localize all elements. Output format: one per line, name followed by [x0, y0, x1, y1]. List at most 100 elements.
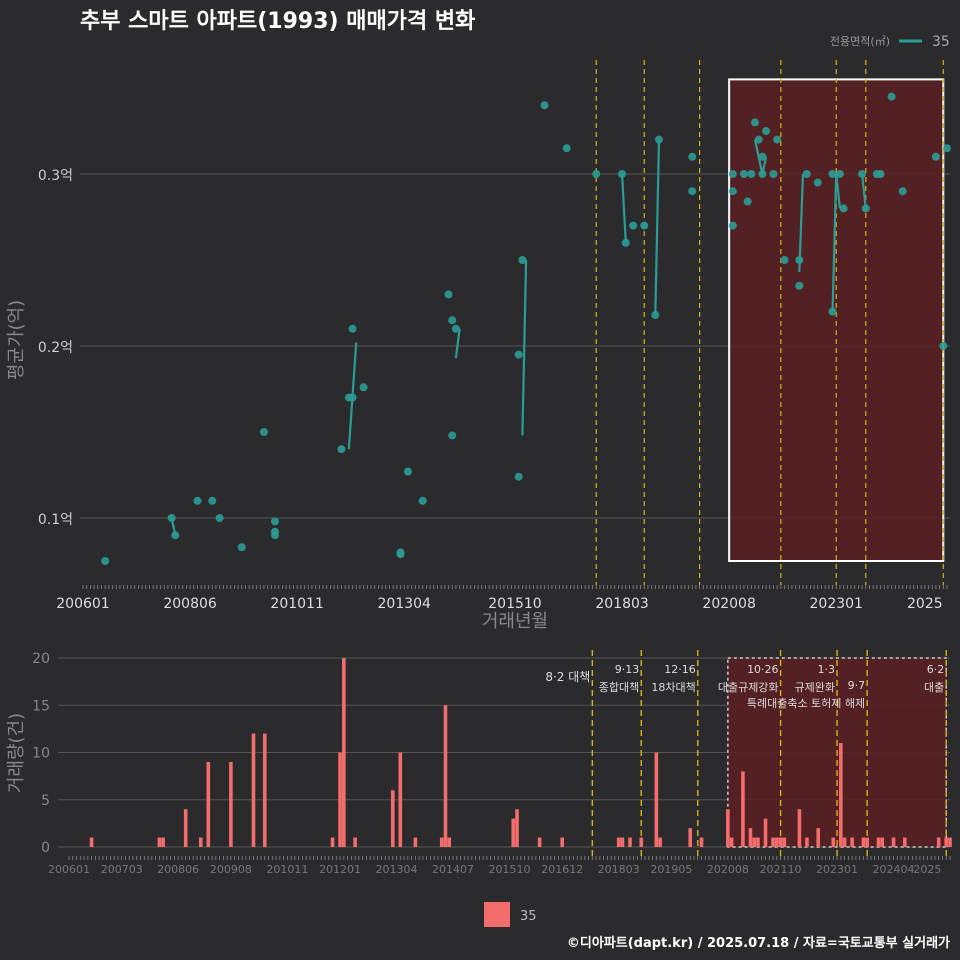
price-point: [828, 307, 837, 316]
price-x-tick-label: 200601: [56, 596, 109, 612]
price-point: [514, 472, 523, 481]
price-point: [739, 170, 748, 178]
volume-x-tick-label: 201407: [432, 863, 474, 876]
volume-bar: [763, 818, 768, 847]
price-point: [215, 514, 224, 522]
volume-x-tick-label: 202008: [707, 863, 749, 876]
volume-bar: [771, 837, 775, 847]
volume-bar: [850, 837, 854, 847]
volume-bar: [805, 837, 809, 847]
volume-bar: [748, 828, 753, 847]
volume-bar: [443, 705, 448, 847]
volume-bar: [620, 837, 625, 847]
volume-x-tick-label: 202404: [873, 863, 915, 876]
volume-bar: [775, 837, 779, 847]
volume-bar: [338, 752, 342, 847]
volume-bar: [161, 837, 165, 847]
price-point: [795, 281, 804, 290]
volume-x-tick-label: 201905: [650, 863, 692, 876]
volume-x-tick-label: 201612: [541, 863, 583, 876]
volume-bar: [797, 809, 802, 847]
price-point: [813, 178, 822, 187]
price-point: [101, 557, 110, 565]
chart-title: 추부 스마트 아파트(1993) 매매가격 변화: [80, 9, 475, 34]
price-point: [939, 342, 948, 350]
price-point: [773, 135, 782, 144]
policy-label-desc: 18차대책: [651, 681, 695, 694]
volume-bar: [861, 837, 866, 847]
policy-label-date: 9·7: [848, 679, 866, 692]
volume-x-tick-label: 202301: [816, 863, 858, 876]
price-point: [337, 445, 346, 454]
volume-bar: [616, 837, 621, 847]
price-series-line: [654, 139, 661, 316]
price-point: [562, 144, 571, 153]
volume-bar: [891, 837, 896, 847]
price-y-axis-label: 평균가(억): [6, 300, 27, 380]
price-point: [208, 496, 217, 505]
price-series-line: [860, 173, 867, 209]
price-point: [237, 543, 246, 552]
price-x-tick-label: 202008: [702, 596, 755, 612]
volume-legend-swatch: [484, 902, 510, 927]
price-point: [688, 152, 697, 161]
volume-x-tick-label: 200703: [101, 863, 143, 876]
price-y-tick-label: 0.1억: [38, 512, 73, 528]
volume-x-tick-label: 2025: [913, 863, 941, 876]
policy-label-desc: 특례대출축소 토허제 해제: [747, 696, 865, 710]
price-point: [359, 383, 368, 392]
volume-bar: [741, 771, 745, 847]
volume-bar: [816, 828, 821, 847]
policy-label-date: 12·16: [664, 663, 696, 676]
price-series-line: [521, 259, 528, 436]
price-point: [688, 187, 697, 196]
price-point: [943, 144, 951, 153]
volume-bar: [515, 809, 519, 847]
price-series-line: [831, 173, 838, 312]
volume-bar: [390, 790, 395, 847]
volume-x-tick-label: 200806: [157, 863, 199, 876]
price-point: [802, 170, 811, 178]
price-point: [448, 431, 457, 440]
price-point: [835, 170, 844, 178]
volume-x-tick-label: 200908: [210, 863, 252, 876]
volume-x-tick-label: 200601: [48, 863, 90, 876]
price-x-tick-label: 202301: [810, 596, 863, 612]
price-series-line: [835, 173, 842, 209]
volume-x-tick-label: 201803: [598, 863, 640, 876]
price-point: [931, 152, 940, 161]
volume-bar: [628, 837, 632, 847]
price-point: [754, 135, 763, 144]
price-point: [728, 187, 737, 196]
price-point: [758, 170, 767, 178]
volume-bar: [880, 837, 885, 847]
policy-label-date: 6·2: [927, 663, 945, 676]
price-point: [728, 221, 737, 230]
volume-x-tick-label: 201510: [489, 863, 531, 876]
policy-label-date: 9·13: [615, 663, 640, 676]
price-point: [769, 170, 778, 178]
price-x-tick-label: 201803: [595, 596, 648, 612]
volume-bar: [944, 837, 949, 847]
price-point: [193, 496, 202, 505]
price-series-line: [798, 173, 805, 273]
price-point: [651, 311, 660, 320]
price-series-line: [454, 328, 461, 359]
price-point: [795, 256, 804, 264]
price-legend-title: 전용면적(㎡): [830, 35, 890, 48]
price-point: [348, 393, 357, 402]
price-point: [876, 170, 885, 178]
volume-bar: [183, 809, 188, 847]
price-x-tick-label: 201510: [488, 596, 541, 612]
volume-x-tick-label: 201304: [376, 863, 418, 876]
volume-bar: [842, 837, 847, 847]
price-point: [629, 221, 638, 230]
volume-bar: [439, 837, 444, 847]
policy-label-desc: 종합대책: [599, 681, 639, 694]
volume-bar: [948, 837, 952, 847]
volume-bar: [658, 837, 662, 847]
volume-y-axis-label: 거래량(건): [6, 713, 27, 793]
volume-bar: [782, 837, 787, 847]
volume-bar: [353, 837, 357, 847]
